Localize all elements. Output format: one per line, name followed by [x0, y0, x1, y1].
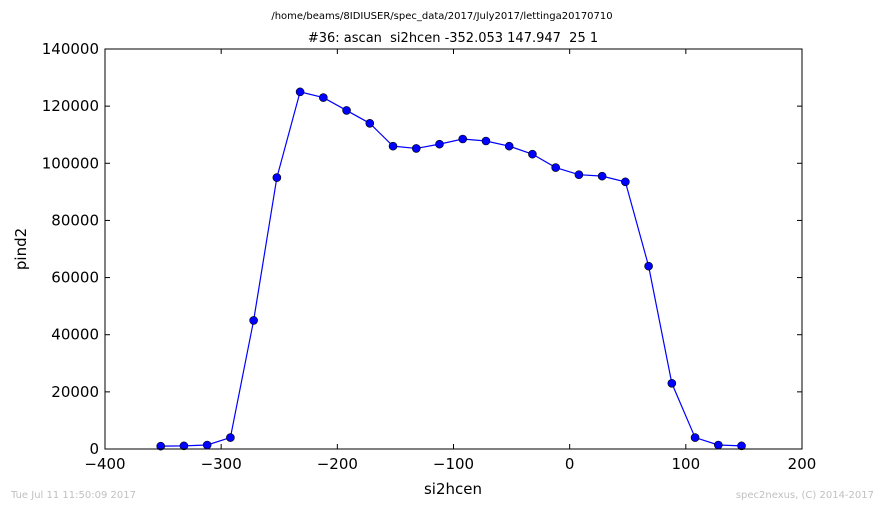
data-point: [295, 87, 305, 97]
axis-ticks: −400 −300 −200 −100 0 100 200 0 20000 40000 60000 8…: [42, 40, 817, 473]
footer-credit: spec2nexus, (C) 2014-2017: [735, 490, 874, 501]
data-point: [249, 316, 258, 325]
y-tick-label: 60000: [51, 269, 99, 287]
footer-timestamp: Tue Jul 11 11:50:09 2017: [11, 490, 136, 501]
data-point: [551, 163, 560, 172]
data-point: [179, 441, 189, 451]
y-tick-label: 100000: [42, 154, 99, 172]
plot-area: [156, 87, 746, 451]
x-axis-label: si2hcen: [424, 480, 482, 498]
data-point: [319, 93, 328, 102]
data-point: [226, 433, 235, 442]
data-point: [737, 441, 746, 451]
y-tick-label: 40000: [51, 326, 99, 344]
y-tick-label: 140000: [42, 40, 99, 58]
data-point: [690, 433, 700, 442]
data-point: [667, 378, 677, 388]
series-line: [160, 91, 742, 447]
data-point: [202, 440, 212, 450]
data-point: [597, 171, 607, 181]
file-path-title: /home/beams/8IDIUSER/spec_data/2017/July…: [271, 11, 612, 22]
data-point: [156, 441, 165, 451]
x-tick-label: −200: [317, 455, 358, 473]
x-tick-label: 100: [672, 455, 701, 473]
x-tick-label: −100: [433, 455, 474, 473]
data-point: [574, 170, 584, 180]
y-axis-label: pind2: [12, 228, 30, 270]
y-tick-label: 80000: [51, 211, 99, 229]
data-point: [713, 440, 723, 450]
data-point: [365, 118, 375, 128]
data-point: [504, 141, 514, 151]
data-point: [644, 261, 653, 271]
x-tick-label: −300: [201, 455, 242, 473]
data-point: [621, 177, 630, 187]
data-point: [411, 144, 421, 153]
data-point: [435, 139, 444, 149]
data-point: [272, 173, 282, 182]
chart-title: #36: ascan si2hcen -352.053 147.947 25 1: [308, 31, 598, 46]
x-tick-label: 0: [565, 455, 575, 473]
data-point: [528, 149, 537, 159]
data-point: [342, 106, 351, 115]
y-tick-label: 0: [89, 440, 99, 458]
data-point: [388, 141, 398, 151]
x-tick-label: 200: [788, 455, 817, 473]
data-point: [458, 134, 468, 144]
y-tick-label: 120000: [42, 97, 99, 115]
y-tick-label: 20000: [51, 383, 99, 401]
data-point: [481, 136, 491, 146]
axes-frame: [104, 48, 803, 450]
x-tick-label: −400: [84, 455, 125, 473]
